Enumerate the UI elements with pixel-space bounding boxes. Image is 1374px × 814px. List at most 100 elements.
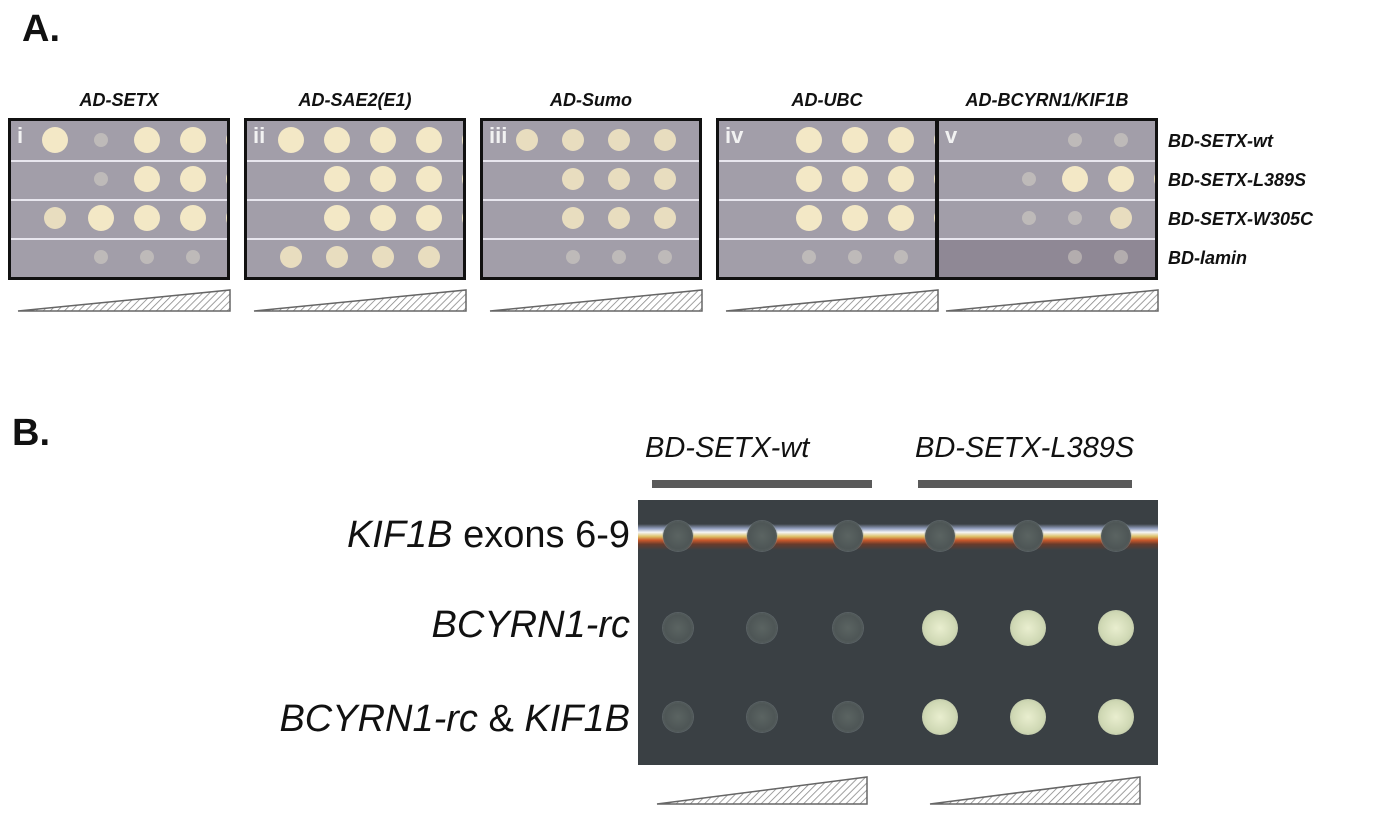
plate-label: AD-UBC	[791, 90, 863, 110]
yeast-spot	[416, 127, 442, 153]
plate-image: iv	[716, 118, 938, 280]
yeast-spot	[654, 168, 676, 190]
plate-row-divider	[939, 199, 1155, 201]
yeast-spot	[226, 205, 227, 231]
yeast-spot	[925, 521, 955, 551]
dilution-wedge-shape	[929, 776, 1141, 805]
yeast-spot	[842, 205, 868, 231]
plate-row-divider	[11, 238, 227, 240]
yeast-spot	[663, 613, 693, 643]
yeast-spot	[370, 127, 396, 153]
plate-row-divider	[11, 199, 227, 201]
yeast-spot	[654, 129, 676, 151]
b-row-label-italic: BCYRN1-rc	[279, 698, 478, 740]
b-row-label-rest: exons 6-9	[452, 514, 630, 556]
yeast-spot	[747, 613, 777, 643]
column-group-label-l389s: BD-SETX-L389S	[915, 432, 1135, 464]
yeast-spot	[663, 521, 693, 551]
yeast-spot	[94, 172, 108, 186]
yeast-spot	[226, 166, 227, 192]
yeast-spot	[462, 127, 463, 153]
plate-image: v	[936, 118, 1158, 280]
yeast-spot	[747, 521, 777, 551]
yeast-spot	[180, 127, 206, 153]
plate-dark-row	[939, 240, 1155, 277]
yeast-spot	[842, 127, 868, 153]
dilution-wedge-shape	[945, 289, 1159, 312]
yeast-spot	[842, 166, 868, 192]
b-row-label-italic: KIF1B	[346, 514, 453, 556]
yeast-spot	[608, 129, 630, 151]
yeast-spot	[1010, 699, 1046, 735]
yeast-spot	[700, 129, 702, 151]
dilution-wedge-shape	[656, 776, 868, 805]
bd-row-label: BD-SETX-wt	[1168, 131, 1273, 151]
yeast-spot	[280, 246, 302, 268]
yeast-spot	[324, 205, 350, 231]
bd-row-label: BD-lamin	[1168, 248, 1248, 268]
yeast-spot	[922, 699, 958, 735]
yeast-spot	[654, 207, 676, 229]
plate-row-divider	[939, 160, 1155, 162]
yeast-spot	[1110, 207, 1132, 229]
yeast-spot	[922, 610, 958, 646]
yeast-spot	[1154, 166, 1155, 192]
dilution-wedge	[725, 289, 939, 312]
yeast-spot	[1022, 211, 1036, 225]
yeast-spot	[462, 205, 463, 231]
yeast-spot	[796, 166, 822, 192]
dilution-wedge-shape	[489, 289, 703, 312]
plate-numeral: iii	[489, 123, 508, 148]
yeast-spot	[134, 166, 160, 192]
plate-image: iii	[480, 118, 702, 280]
b-row-label-bcyrn1: BCYRN1-rc	[432, 604, 630, 647]
plate-row-divider	[247, 160, 463, 162]
plate-numeral: v	[945, 123, 958, 148]
yeast-spot	[934, 166, 935, 192]
yeast-spot	[658, 250, 672, 264]
plate-row-divider	[483, 238, 699, 240]
yeast-spot	[416, 205, 442, 231]
yeast-spot	[134, 127, 160, 153]
yeast-spot	[888, 166, 914, 192]
plate-row-divider	[483, 199, 699, 201]
yeast-spot	[833, 702, 863, 732]
dilution-wedge	[945, 289, 1159, 312]
yeast-spot	[894, 250, 908, 264]
plate-numeral: ii	[253, 123, 266, 148]
plate-numeral: iv	[725, 123, 744, 148]
yeast-spot	[562, 207, 584, 229]
yeast-spot	[416, 166, 442, 192]
plate-label: AD-SETX	[79, 90, 159, 110]
bd-row-labels: BD-SETX-wt BD-SETX-L389S BD-SETX-W305C B…	[1168, 126, 1313, 282]
yeast-spot	[88, 205, 114, 231]
yeast-spot	[1101, 521, 1131, 551]
yeast-spot	[612, 250, 626, 264]
yeast-spot	[278, 127, 304, 153]
yeast-spot	[934, 127, 935, 153]
plate-image: i	[8, 118, 230, 280]
yeast-spot	[566, 250, 580, 264]
yeast-spot	[140, 250, 154, 264]
yeast-spot	[888, 127, 914, 153]
yeast-spot	[372, 246, 394, 268]
yeast-spot	[326, 246, 348, 268]
yeast-spot	[833, 521, 863, 551]
column-group-label-wt: BD-SETX-wt	[645, 432, 810, 464]
yeast-spot	[663, 702, 693, 732]
yeast-spot	[1108, 166, 1134, 192]
plate-label: AD-SAE2(E1)	[298, 90, 412, 110]
yeast-spot	[1068, 250, 1082, 264]
yeast-spot	[700, 207, 702, 229]
b-row-label-bcyrn1-kif1b: BCYRN1-rc & KIF1B	[279, 698, 630, 741]
plate-glare-stripe	[638, 524, 1158, 550]
plate-row-divider	[247, 199, 463, 201]
dilution-wedge-shape	[725, 289, 939, 312]
yeast-spot	[1068, 211, 1082, 225]
yeast-spot	[324, 127, 350, 153]
bd-row-label: BD-SETX-W305C	[1168, 209, 1314, 229]
dilution-wedge-b-l389s	[929, 776, 1141, 805]
yeast-spot	[848, 250, 862, 264]
yeast-spot	[228, 246, 230, 268]
yeast-spot	[1068, 133, 1082, 147]
